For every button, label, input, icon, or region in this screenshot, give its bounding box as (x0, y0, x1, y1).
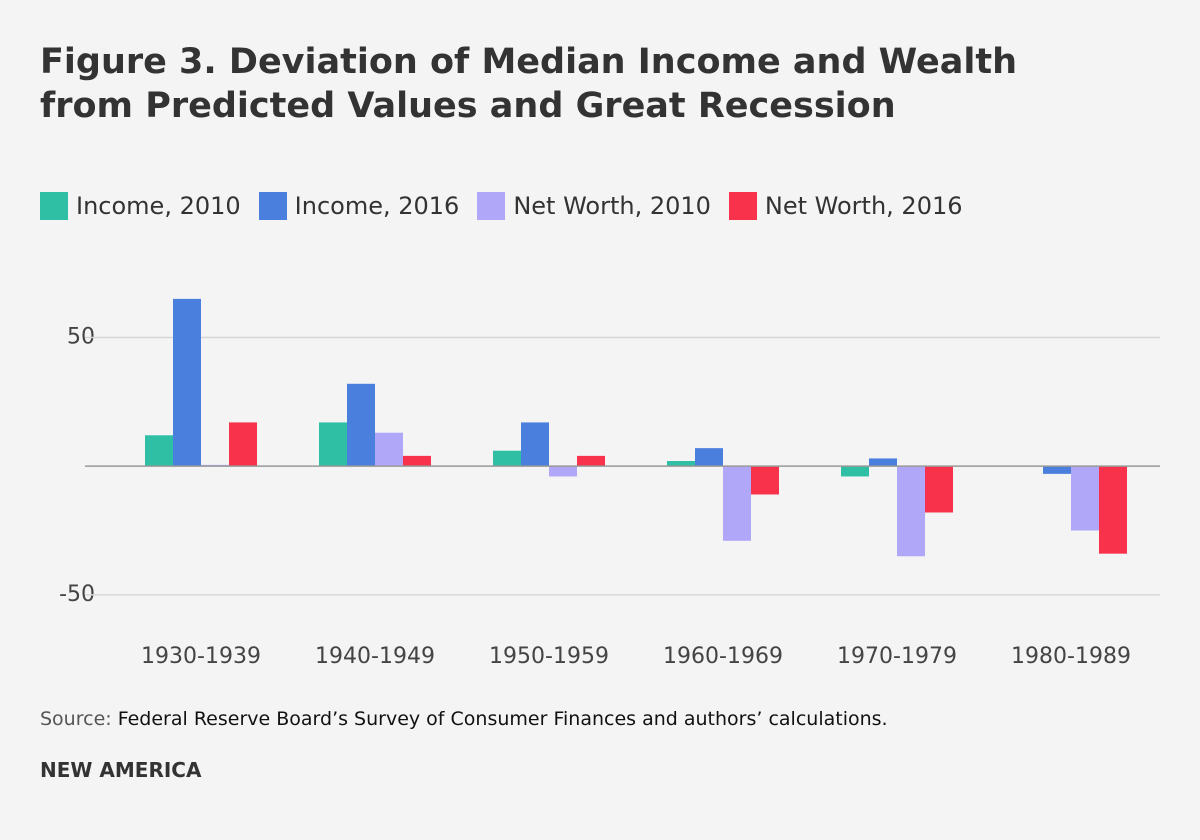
bar (145, 435, 173, 467)
x-tick-label: 1980-1989 (1011, 644, 1131, 669)
bar (897, 466, 925, 557)
bar (319, 422, 347, 467)
bar (549, 466, 577, 477)
source: Source: Federal Reserve Board’s Survey o… (40, 708, 888, 730)
bar (1099, 466, 1127, 554)
legend-swatch (728, 192, 757, 220)
source-label: Source: (40, 708, 112, 730)
bar (925, 466, 953, 513)
x-tick-label: 1950-1959 (489, 644, 609, 669)
x-tick-label: 1930-1939 (141, 644, 261, 669)
bar (375, 432, 403, 467)
bar (521, 422, 549, 467)
x-tick-label: 1960-1969 (663, 644, 783, 669)
bar (347, 383, 375, 467)
legend-label: Income, 2016 (294, 192, 460, 220)
legend-item: Net Worth, 2016 (728, 192, 963, 220)
bar (695, 448, 723, 467)
bar (493, 450, 521, 467)
bar (1043, 466, 1071, 474)
legend-item: Income, 2010 (40, 192, 241, 220)
chart-title: Figure 3. Deviation of Median Income and… (40, 42, 1018, 126)
legend-swatch (477, 192, 506, 220)
footer: NEW AMERICA (40, 758, 202, 782)
legend-item: Income, 2016 (258, 192, 460, 220)
legend-swatch (40, 192, 68, 220)
bar (723, 466, 751, 541)
bar (403, 455, 431, 467)
bar (1071, 466, 1099, 531)
legend-label: Net Worth, 2010 (513, 192, 711, 220)
bar (229, 422, 257, 467)
bar (841, 466, 869, 477)
legend: Income, 2010 Income, 2016 Net Worth, 2010 N… (40, 192, 963, 220)
bar (577, 455, 605, 467)
x-tick-label: 1940-1949 (315, 644, 435, 669)
bar (751, 466, 779, 495)
source-text: Federal Reserve Board’s Survey of Consum… (117, 708, 888, 730)
bar (173, 298, 201, 467)
x-tick-label: 1970-1979 (837, 644, 957, 669)
legend-label: Net Worth, 2016 (764, 192, 963, 220)
bar (869, 458, 897, 467)
legend-label: Income, 2010 (76, 192, 241, 220)
bar (667, 461, 695, 467)
legend-swatch (258, 192, 287, 220)
legend-item: Net Worth, 2010 (477, 192, 711, 220)
